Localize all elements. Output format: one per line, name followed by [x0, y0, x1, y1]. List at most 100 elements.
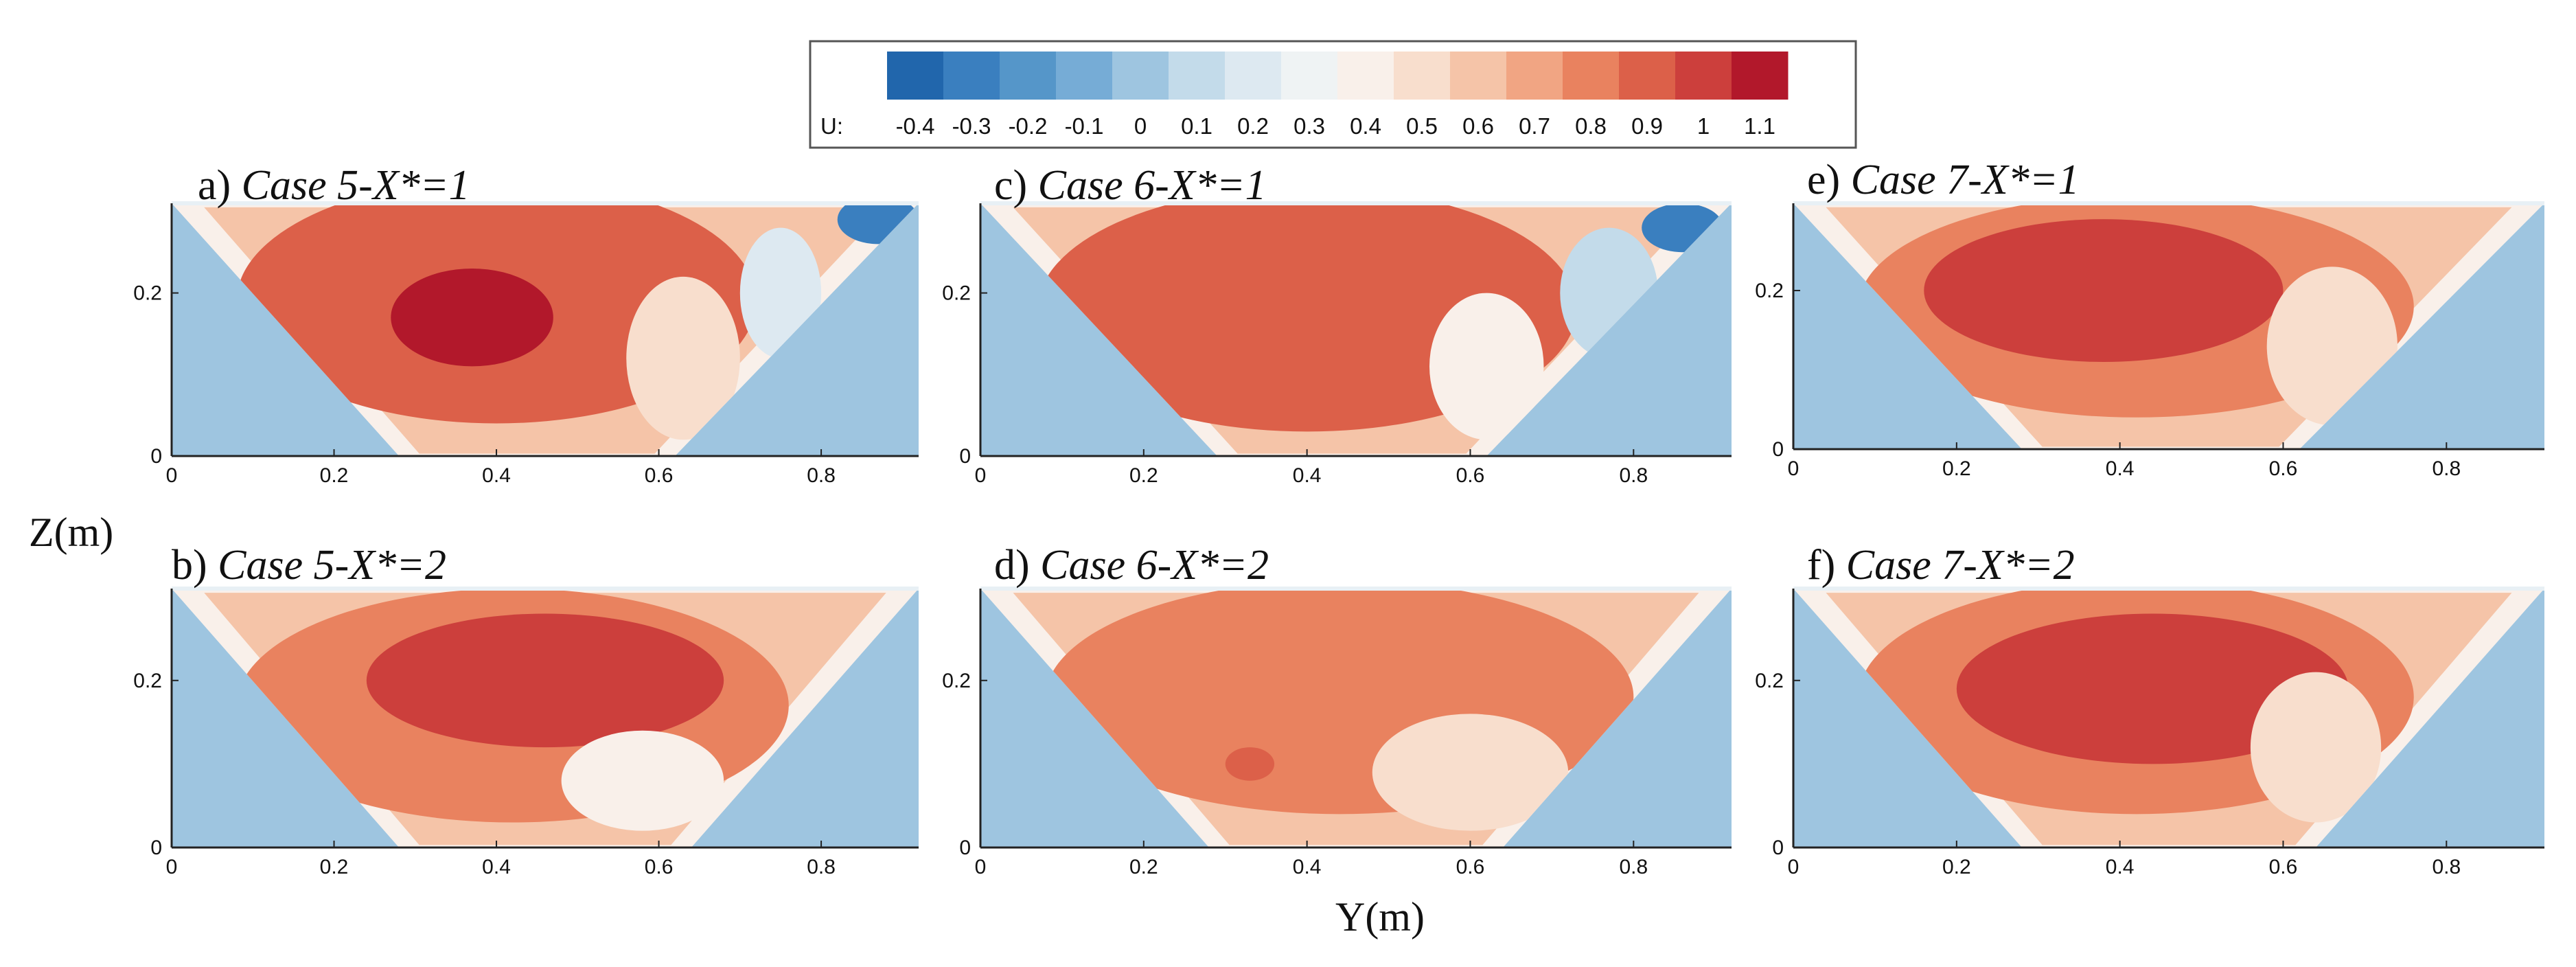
x-tick-label: 0.2	[1129, 464, 1158, 487]
panel-f: 0 0.2 0.4 0.6 0.8 0 0.2 f) Case 7-X*=2	[1755, 542, 2544, 878]
shared-y-axis-label: Z(m)	[29, 510, 113, 555]
colorbar-swatch-7	[1281, 52, 1338, 100]
colorbar-swatch-9	[1394, 52, 1451, 100]
colorbar-swatch-15	[1732, 52, 1789, 100]
contour-region	[1924, 219, 2284, 362]
x-tick-label: 0.6	[645, 856, 674, 878]
y-tick-label: 0	[150, 837, 162, 859]
velocity-contours	[1859, 203, 2414, 426]
x-tick-label: 0.4	[482, 464, 511, 487]
colorbar-label: U:	[820, 113, 843, 139]
contour-region	[626, 276, 740, 440]
panel-label: a) Case 5-X*=1	[198, 162, 470, 209]
shared-x-axis-label: Y(m)	[1335, 894, 1425, 940]
contour-region	[1956, 613, 2349, 764]
x-tick-label: 0.8	[2432, 457, 2461, 480]
colorbar-swatch-14	[1675, 52, 1732, 100]
panel-c: 0 0.2 0.4 0.6 0.8 0 0.2 c) Case 6-X*=1	[942, 162, 1732, 487]
velocity-contours	[1859, 589, 2414, 823]
colorbar-swatch-10	[1450, 52, 1507, 100]
panel-label: c) Case 6-X*=1	[994, 162, 1267, 209]
y-tick-label: 0.2	[1755, 280, 1784, 302]
colorbar-swatch-11	[1506, 52, 1563, 100]
x-tick-label: 0.6	[645, 464, 674, 487]
colorbar-swatch-8	[1337, 52, 1394, 100]
contour-region	[1429, 293, 1544, 440]
colorbar-swatches	[887, 52, 1789, 100]
velocity-contours	[236, 203, 919, 440]
y-tick-label: 0.2	[1755, 670, 1784, 692]
panel-label: e) Case 7-X*=1	[1807, 157, 2080, 203]
x-tick-label: 0	[975, 464, 987, 487]
panel-label: d) Case 6-X*=2	[994, 542, 1269, 589]
x-tick-label: 0	[1788, 457, 1799, 480]
x-tick-label: 0.4	[2106, 457, 2135, 480]
x-tick-label: 0	[975, 856, 987, 878]
colorbar-swatch-4	[1112, 52, 1169, 100]
colorbar-tick: -0.2	[1009, 113, 1048, 139]
colorbar-tick: 0.6	[1462, 113, 1494, 139]
colorbar-tick: 1.1	[1744, 113, 1775, 139]
contour-region	[1225, 747, 1275, 781]
colorbar-swatch-1	[943, 52, 1000, 100]
contour-region	[1372, 714, 1569, 831]
x-tick-label: 0.6	[1456, 856, 1485, 878]
velocity-contours	[1046, 589, 1634, 831]
x-tick-label: 0.4	[1293, 856, 1322, 878]
x-tick-label: 0.8	[1619, 464, 1648, 487]
panel-label: f) Case 7-X*=2	[1807, 542, 2075, 589]
x-tick-label: 0	[166, 856, 178, 878]
colorbar-tick: -0.1	[1065, 113, 1104, 139]
colorbar-swatch-2	[1000, 52, 1057, 100]
contour-region	[561, 730, 724, 831]
colorbar-tick: 0.4	[1350, 113, 1381, 139]
colorbar-tick-labels: -0.4 -0.3 -0.2 -0.1 0 0.1 0.2 0.3 0.4 0.5 0.6 0.7 0.…	[896, 113, 1775, 139]
y-tick-label: 0	[959, 837, 971, 859]
x-tick-label: 0.6	[1456, 464, 1485, 487]
colorbar-swatch-6	[1225, 52, 1282, 100]
panels: 0 0.2 0.4 0.6 0.8 0 0.2 a) Case 5-X*=1 0 0.2 0.4 0.…	[133, 157, 2544, 878]
contour-region	[366, 613, 724, 748]
x-tick-label: 0.6	[2269, 856, 2298, 878]
x-tick-label: 0.4	[482, 856, 511, 878]
colorbar-swatch-13	[1619, 52, 1676, 100]
colorbar-swatch-0	[887, 52, 944, 100]
colorbar-tick: 0.8	[1575, 113, 1607, 139]
x-tick-label: 0.2	[320, 464, 349, 487]
x-tick-label: 0.8	[807, 464, 836, 487]
x-tick-label: 0.6	[2269, 457, 2298, 480]
colorbar-tick: 1	[1697, 113, 1710, 139]
contour-region	[2250, 672, 2382, 823]
x-tick-label: 0.2	[1942, 856, 1971, 878]
x-tick-label: 0.2	[320, 856, 349, 878]
colorbar-tick: 0.2	[1237, 113, 1269, 139]
x-tick-label: 0.4	[2106, 856, 2135, 878]
panel-d: 0 0.2 0.4 0.6 0.8 0 0.2 d) Case 6-X*=2	[942, 542, 1732, 878]
y-tick-label: 0.2	[942, 282, 971, 305]
x-tick-label: 0.8	[2432, 856, 2461, 878]
panel-label: b) Case 5-X*=2	[172, 542, 446, 589]
colorbar-tick: 0.5	[1406, 113, 1438, 139]
y-tick-label: 0	[1772, 438, 1784, 461]
panel-e: 0 0.2 0.4 0.6 0.8 0 0.2 e) Case 7-X*=1	[1755, 157, 2544, 480]
colorbar-tick: 0.9	[1631, 113, 1663, 139]
colorbar-swatch-3	[1056, 52, 1113, 100]
panel-a: 0 0.2 0.4 0.6 0.8 0 0.2 a) Case 5-X*=1	[133, 162, 919, 487]
colorbar-tick: 0.1	[1181, 113, 1212, 139]
colorbar-tick: 0	[1134, 113, 1147, 139]
velocity-contours	[236, 589, 789, 831]
colorbar-tick: -0.3	[952, 113, 991, 139]
colorbar-swatch-12	[1563, 52, 1620, 100]
colorbar-swatch-5	[1169, 52, 1226, 100]
x-tick-label: 0	[1788, 856, 1799, 878]
colorbar-tick: 0.3	[1293, 113, 1325, 139]
contour-region	[391, 268, 553, 367]
x-tick-label: 0.2	[1942, 457, 1971, 480]
y-tick-label: 0.2	[942, 670, 971, 692]
y-tick-label: 0	[959, 445, 971, 468]
y-tick-label: 0.2	[133, 670, 162, 692]
x-tick-label: 0.2	[1129, 856, 1158, 878]
colorbar-tick: 0.7	[1519, 113, 1550, 139]
y-tick-label: 0.2	[133, 282, 162, 305]
